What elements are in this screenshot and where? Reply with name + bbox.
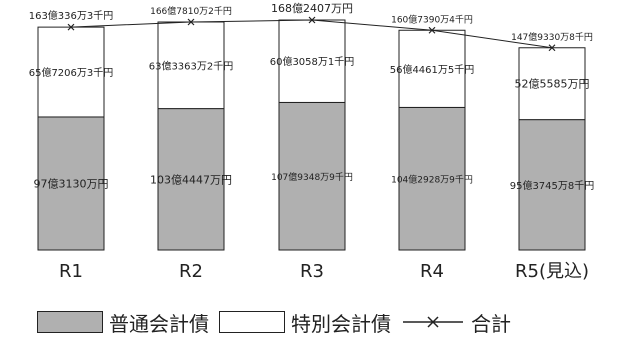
data-label-general: 104億2928万9千円 xyxy=(391,174,473,186)
data-label-total: 166億7810万2千円 xyxy=(150,5,232,17)
data-label-total: 168億2407万円 xyxy=(271,2,353,15)
data-label-general: 103億4447万円 xyxy=(150,173,232,186)
total-point xyxy=(308,16,316,24)
data-label-special: 60億3058万1千円 xyxy=(270,55,355,68)
x-tick-label: R4 xyxy=(420,261,444,282)
total-point xyxy=(67,23,75,31)
bar-special xyxy=(518,47,586,121)
bar-special xyxy=(157,21,225,110)
data-label-general: 95億3745万8千円 xyxy=(510,179,595,192)
total-point xyxy=(428,26,436,34)
data-label-special: 56億4461万5千円 xyxy=(390,63,475,76)
data-label-general: 97億3130万円 xyxy=(34,177,109,190)
legend-item-special: 特別会計債 xyxy=(219,308,401,337)
legend-label-special: 特別会計債 xyxy=(291,311,391,336)
x-tick-label: R5(見込) xyxy=(515,261,589,282)
legend-line-marker-icon xyxy=(403,316,463,328)
bar-general xyxy=(37,116,105,251)
data-label-special: 63億3363万2千円 xyxy=(149,59,234,72)
bar-general xyxy=(398,106,466,251)
bar-special xyxy=(37,26,105,118)
legend-swatch-special xyxy=(219,311,285,333)
legend: 普通会計債 特別会計債 合計 xyxy=(37,308,521,337)
x-tick-label: R1 xyxy=(59,261,83,282)
bar-general xyxy=(278,101,346,251)
debt-chart: 97億3130万円 65億7206万3千円 R1 103億4447万円 63億3363万… xyxy=(29,2,595,282)
legend-item-general: 普通会計債 xyxy=(37,308,219,337)
legend-label-total: 合計 xyxy=(471,311,511,336)
data-label-general: 107億9348万9千円 xyxy=(271,171,353,183)
legend-label-general: 普通会計債 xyxy=(109,311,209,336)
x-tick-label: R3 xyxy=(300,261,324,282)
total-point xyxy=(187,18,195,26)
bar-special xyxy=(278,19,346,103)
bar-general xyxy=(518,119,586,251)
legend-item-total: 合計 xyxy=(401,308,521,337)
data-label-special: 52億5585万円 xyxy=(515,78,590,91)
data-label-total: 163億336万3千円 xyxy=(29,9,114,22)
data-label-total: 147億9330万8千円 xyxy=(511,31,593,43)
legend-swatch-general xyxy=(37,311,103,333)
data-label-total: 160億7390万4千円 xyxy=(391,13,473,25)
data-label-special: 65億7206万3千円 xyxy=(29,66,114,79)
total-point xyxy=(548,44,556,52)
x-tick-label: R2 xyxy=(179,261,203,282)
bar-special xyxy=(398,29,466,108)
